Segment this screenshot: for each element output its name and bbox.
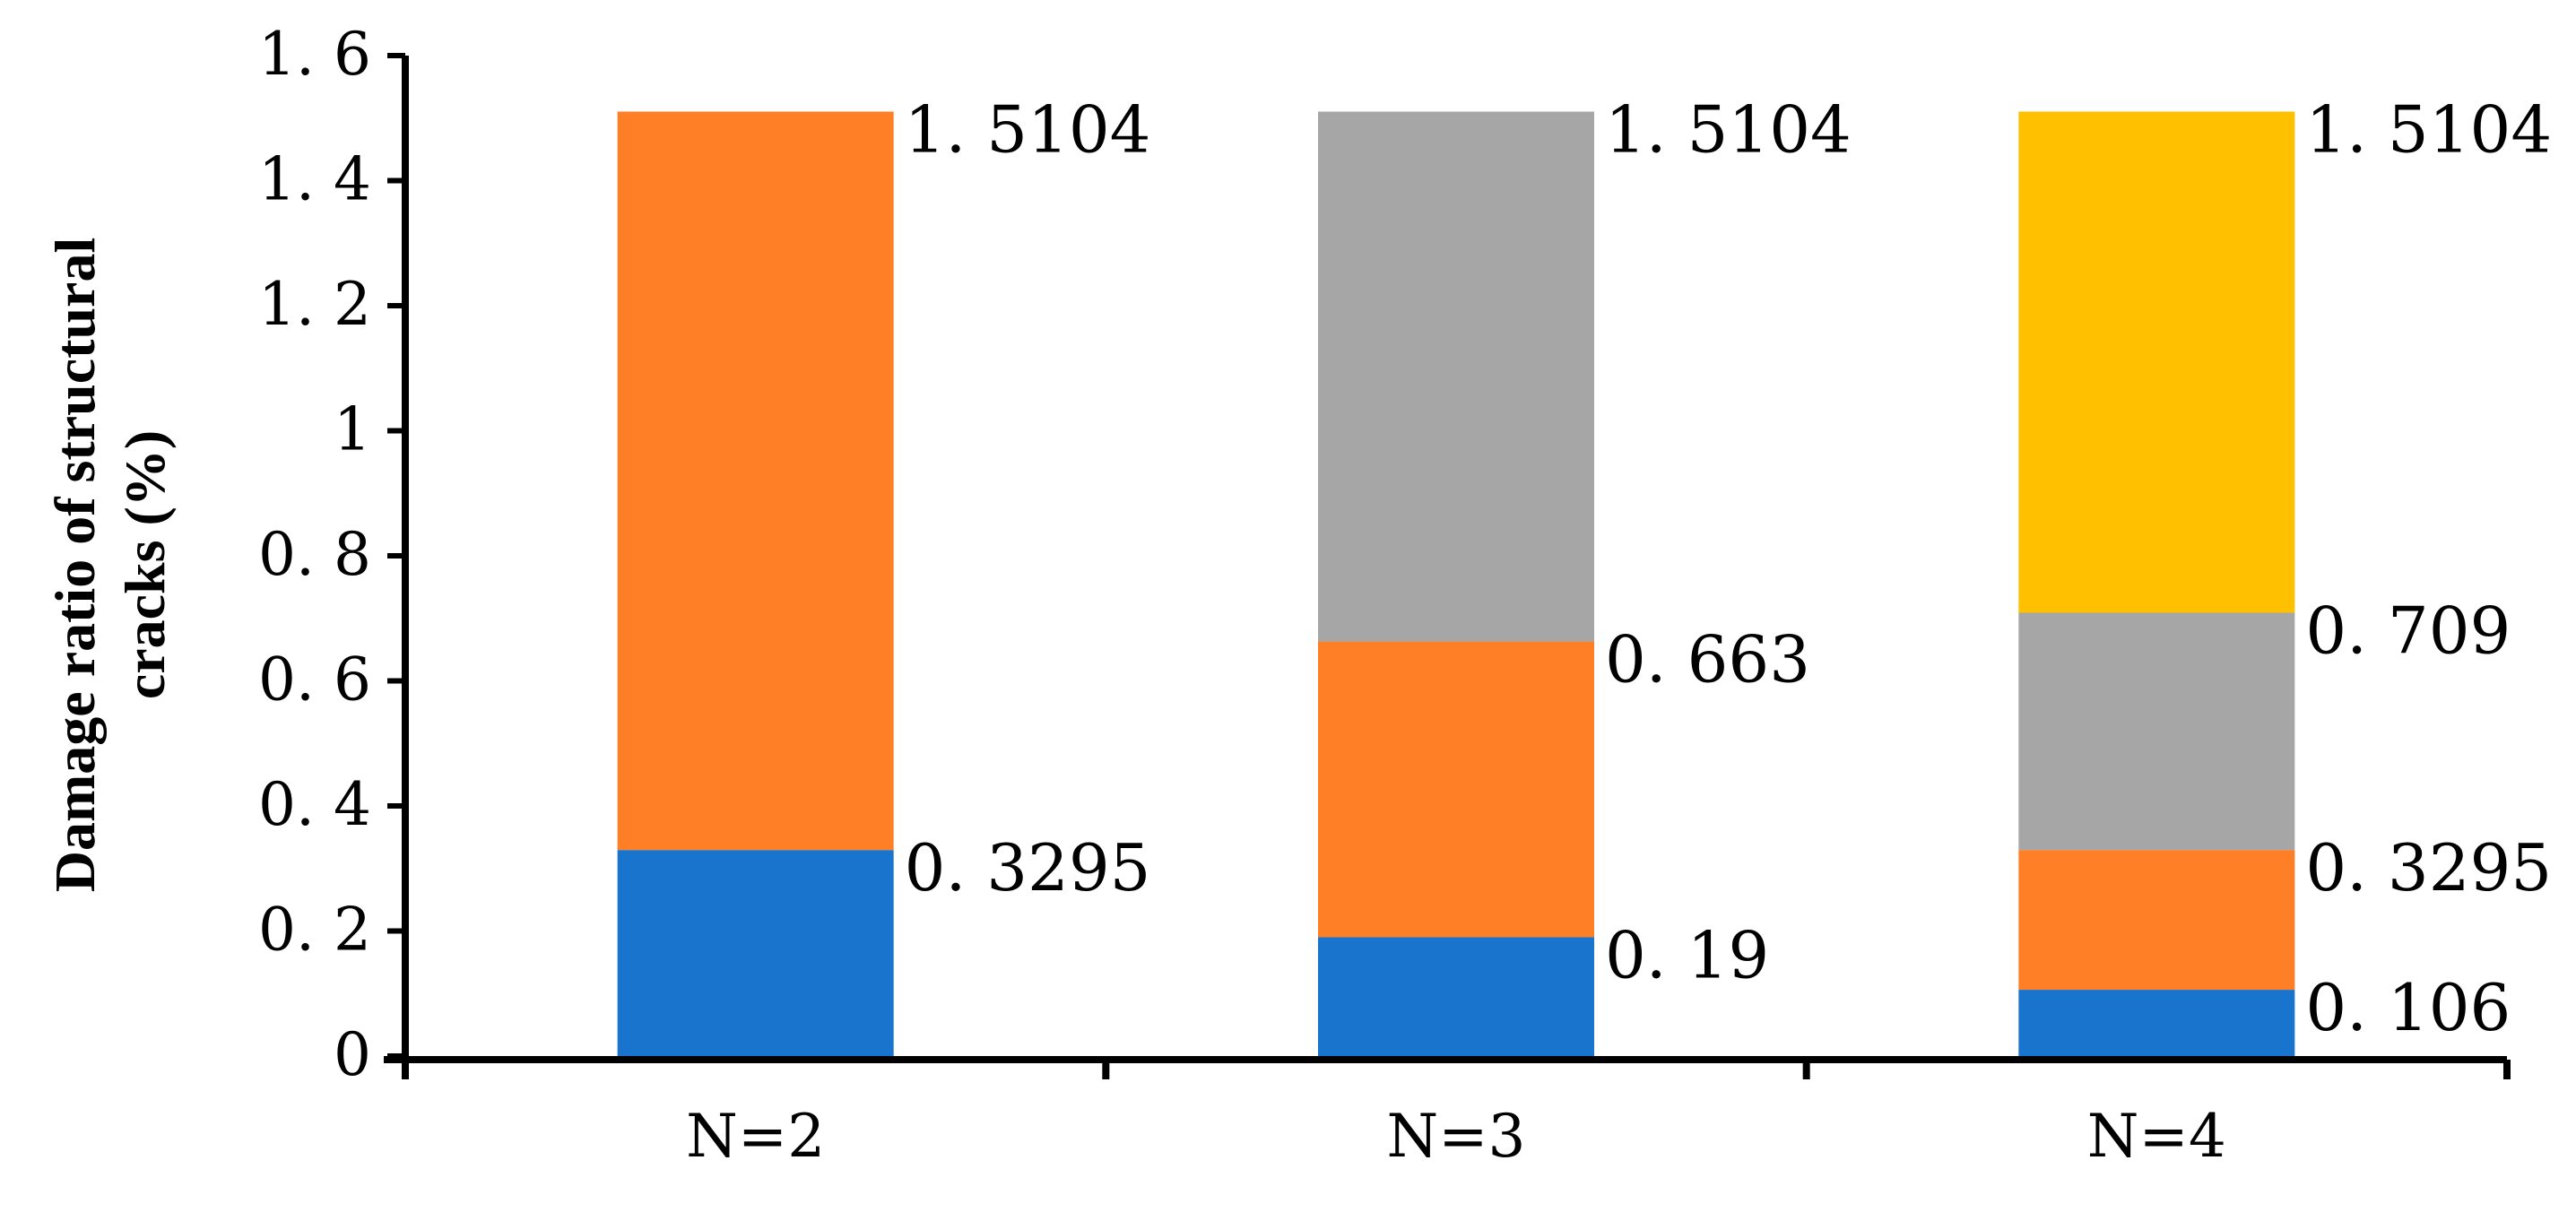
bars-layer [617, 111, 2295, 1056]
labels-layer: 0. 3295 1. 5104 0. 19 0. 663 1. 5104 0. 106 0.… [43, 20, 2552, 1171]
y-axis-title: Damage ratio of structural cracks (%) [43, 238, 177, 892]
bar-segment-n4-3 [2018, 612, 2295, 851]
y-tick-label: 1. 6 [258, 20, 371, 89]
bar-segment-n2-2 [617, 111, 894, 851]
bar-segment-n4-4 [2018, 111, 2295, 613]
bar-segment-n2-1 [617, 850, 894, 1056]
y-tick-label: 1. 4 [258, 145, 371, 214]
y-tick-label: 0. 2 [258, 896, 371, 965]
data-label-n4-1: 0. 106 [2305, 970, 2511, 1045]
data-label-n3-2: 0. 663 [1605, 622, 1810, 697]
data-label-n2-2: 1. 5104 [905, 91, 1151, 167]
x-category-label: N=2 [686, 1102, 825, 1171]
axes-layer [384, 53, 2511, 1079]
y-tick-label: 0. 6 [258, 645, 371, 714]
data-label-n4-4: 1. 5104 [2305, 91, 2552, 167]
data-label-n3-1: 0. 19 [1605, 917, 1769, 992]
bar-segment-n3-3 [1318, 111, 1594, 642]
data-label-n4-3: 0. 709 [2305, 593, 2511, 668]
bar-segment-n3-2 [1318, 641, 1594, 938]
y-tick-label: 0 [334, 1020, 371, 1089]
y-axis-title-line: Damage ratio of structural [43, 238, 107, 892]
data-label-n3-3: 1. 5104 [1605, 91, 1852, 167]
x-category-label: N=3 [1386, 1102, 1525, 1171]
y-tick-label: 0. 4 [258, 770, 371, 839]
bar-segment-n4-2 [2018, 850, 2295, 991]
y-axis-title-line: cracks (%) [113, 430, 177, 699]
y-tick-label: 0. 8 [258, 520, 371, 589]
y-tick-label: 1 [334, 395, 371, 464]
y-tick-label: 1. 2 [258, 270, 371, 339]
data-label-n4-2: 0. 3295 [2305, 830, 2552, 905]
bar-segment-n3-1 [1318, 937, 1594, 1056]
bar-segment-n4-1 [2018, 990, 2295, 1056]
data-label-n2-1: 0. 3295 [905, 830, 1151, 905]
x-category-label: N=4 [2087, 1102, 2226, 1171]
